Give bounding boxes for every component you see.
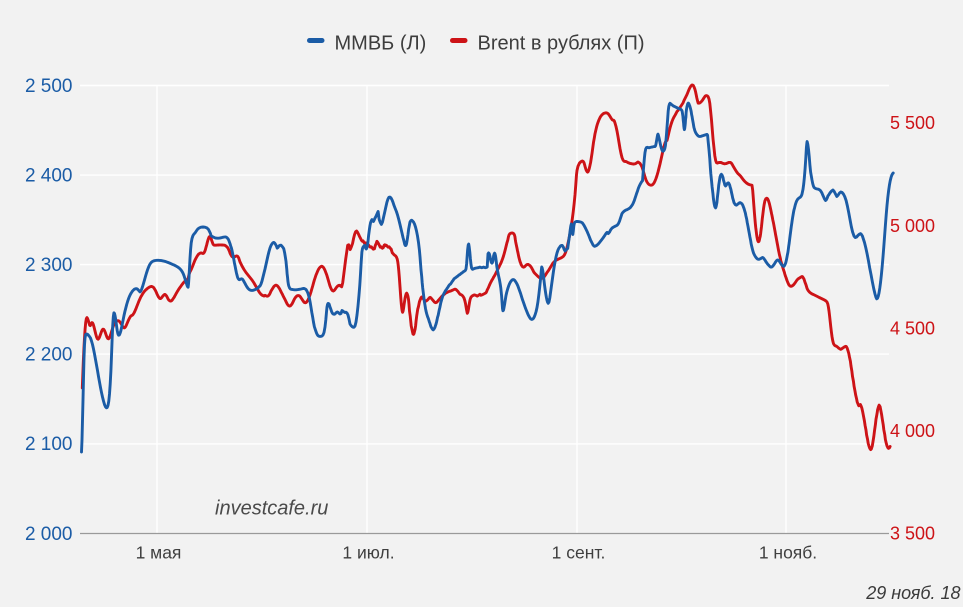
svg-text:4 500: 4 500 <box>890 319 935 339</box>
svg-text:4 000: 4 000 <box>890 421 935 441</box>
svg-text:2 000: 2 000 <box>25 524 73 545</box>
svg-text:2 300: 2 300 <box>25 255 73 276</box>
svg-text:1 нояб.: 1 нояб. <box>759 543 817 563</box>
svg-text:29 нояб. 18: 29 нояб. 18 <box>865 583 960 603</box>
svg-text:2 400: 2 400 <box>25 165 73 186</box>
svg-text:investcafe.ru: investcafe.ru <box>215 498 328 520</box>
svg-text:ММВБ (Л): ММВБ (Л) <box>335 33 427 55</box>
svg-text:Brent в рублях (П): Brent в рублях (П) <box>478 33 645 55</box>
svg-text:1 сент.: 1 сент. <box>552 543 606 563</box>
svg-text:2 200: 2 200 <box>25 344 73 365</box>
svg-text:5 000: 5 000 <box>890 216 935 236</box>
svg-text:3 500: 3 500 <box>890 524 935 544</box>
svg-text:2 100: 2 100 <box>25 434 73 455</box>
svg-text:2 500: 2 500 <box>25 76 73 97</box>
svg-text:1 мая: 1 мая <box>136 543 182 563</box>
svg-text:5 500: 5 500 <box>890 113 935 133</box>
svg-text:1 июл.: 1 июл. <box>342 543 394 563</box>
